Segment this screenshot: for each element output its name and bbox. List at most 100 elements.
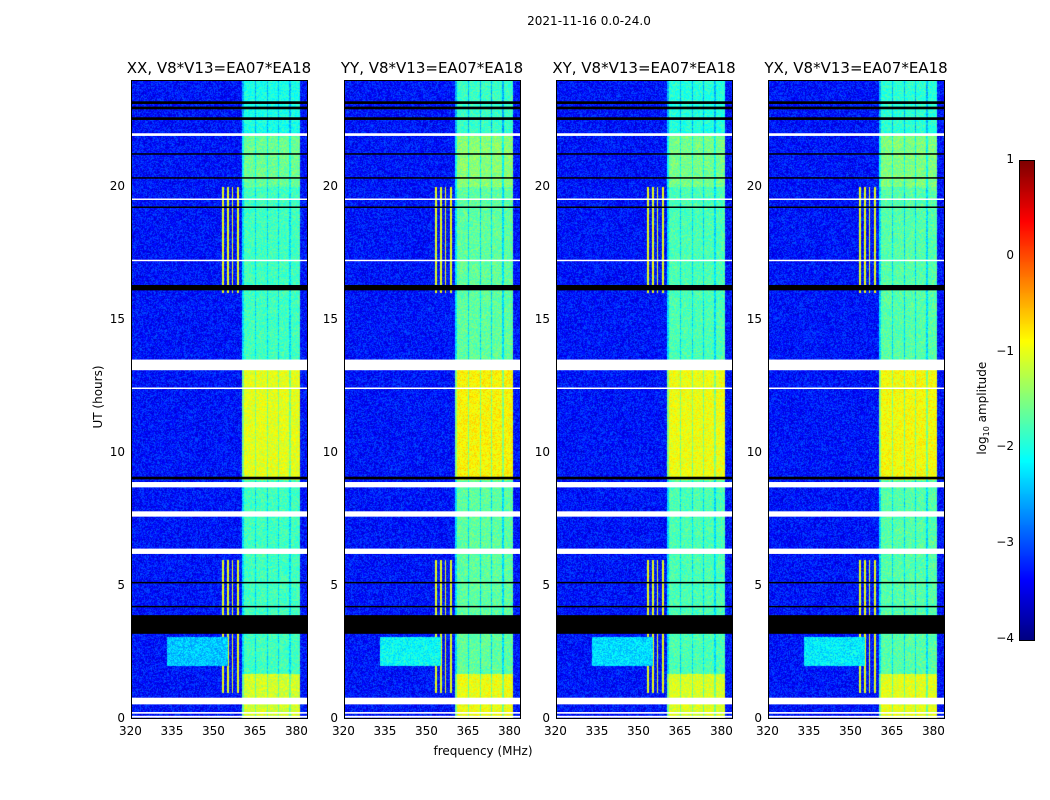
flagged-black-band [768,106,945,110]
flagged-black-band [556,153,733,155]
x-tick-label: 335 [585,724,609,738]
heatmap-cells [344,80,521,719]
y-tick-label: 20 [109,178,125,193]
y-tick-label: 10 [109,444,125,459]
flagged-white-band [131,482,308,488]
y-tick-label: 15 [109,311,125,326]
flag-overlay [131,101,308,718]
flagged-white-band [768,511,945,517]
spectrogram-panel [768,80,945,719]
flagged-white-band [131,511,308,517]
y-tick-label: 20 [746,178,762,193]
heatmap-cells [131,80,308,719]
heatmap-cells [768,80,945,719]
suptitle: 2021-11-16 0.0-24.0 [527,14,651,28]
x-axis-label: frequency (MHz) [433,744,533,758]
flagged-white-band [768,259,945,262]
colorbar-label: log10 amplitude [974,361,992,455]
flagged-white-band [556,259,733,262]
flagged-black-band [768,605,945,608]
flagged-black-band [344,117,521,120]
flagged-black-band [131,605,308,608]
flagged-black-band [768,153,945,155]
flagged-black-band [768,206,945,208]
flagged-black-band [768,177,945,179]
y-tick-label: 5 [754,577,762,592]
flag-overlay [768,101,945,718]
flagged-white-band [556,133,733,136]
flagged-black-band [131,117,308,120]
flagged-white-band [344,715,521,718]
flagged-white-band [768,548,945,554]
colorbar-tick-label: −3 [996,535,1014,550]
flagged-black-band [344,285,521,291]
flagged-black-band [344,476,521,480]
flagged-white-band [768,133,945,136]
panel-title: YY, V8*V13=EA07*EA18 [340,59,524,77]
flagged-white-band [768,715,945,718]
flagged-white-band [556,715,733,718]
colorbar [1019,160,1035,641]
flagged-black-band [131,615,308,634]
colorbar-tick-label: −2 [996,439,1014,454]
flagged-black-band [131,476,308,480]
spectrogram-panel [556,80,733,719]
flagged-white-band [556,198,733,200]
flagged-black-band [556,581,733,584]
flagged-white-band [556,511,733,517]
y-tick-label: 0 [330,711,338,725]
flagged-white-band [556,387,733,390]
x-tick-label: 335 [797,724,821,738]
flagged-white-band [768,198,945,200]
flagged-white-band [131,359,308,371]
x-tick-label: 365 [668,724,692,738]
y-tick-label: 5 [542,577,550,592]
x-tick-label: 380 [709,724,733,738]
flagged-black-band [131,177,308,179]
flagged-black-band [344,605,521,608]
x-tick-label: 350 [838,724,862,738]
flagged-black-band [344,106,521,110]
flagged-white-band [344,511,521,517]
y-tick-label: 10 [534,444,550,459]
flagged-black-band [344,206,521,208]
flagged-black-band [556,285,733,291]
y-tick-label: 15 [746,311,762,326]
y-axis-label: UT (hours) [91,365,105,429]
flagged-black-band [556,101,733,104]
flagged-white-band [344,548,521,554]
flagged-black-band [768,101,945,104]
flagged-black-band [131,153,308,155]
flagged-white-band [344,712,521,714]
x-tick-label: 350 [626,724,650,738]
flagged-white-band [344,259,521,262]
panel-title: XY, V8*V13=EA07*EA18 [552,59,736,77]
x-tick-label: 350 [414,724,438,738]
flagged-white-band [344,387,521,390]
flagged-black-band [344,581,521,584]
flagged-black-band [131,206,308,208]
flagged-black-band [768,117,945,120]
flagged-black-band [344,101,521,104]
flagged-white-band [131,387,308,390]
y-tick-label: 5 [117,577,125,592]
flagged-black-band [131,101,308,104]
x-tick-label: 335 [160,724,184,738]
flagged-white-band [768,359,945,371]
flagged-white-band [344,133,521,136]
flagged-white-band [131,712,308,714]
flagged-black-band [768,285,945,291]
flagged-black-band [556,106,733,110]
x-tick-label: 320 [332,724,355,738]
flagged-white-band [556,548,733,554]
flag-overlay [344,101,521,718]
flagged-black-band [768,581,945,584]
flagged-white-band [131,133,308,136]
y-tick-label: 15 [534,311,550,326]
flag-overlay [556,101,733,718]
flagged-black-band [344,177,521,179]
flagged-white-band [556,697,733,705]
flagged-white-band [556,359,733,371]
flagged-black-band [131,106,308,110]
